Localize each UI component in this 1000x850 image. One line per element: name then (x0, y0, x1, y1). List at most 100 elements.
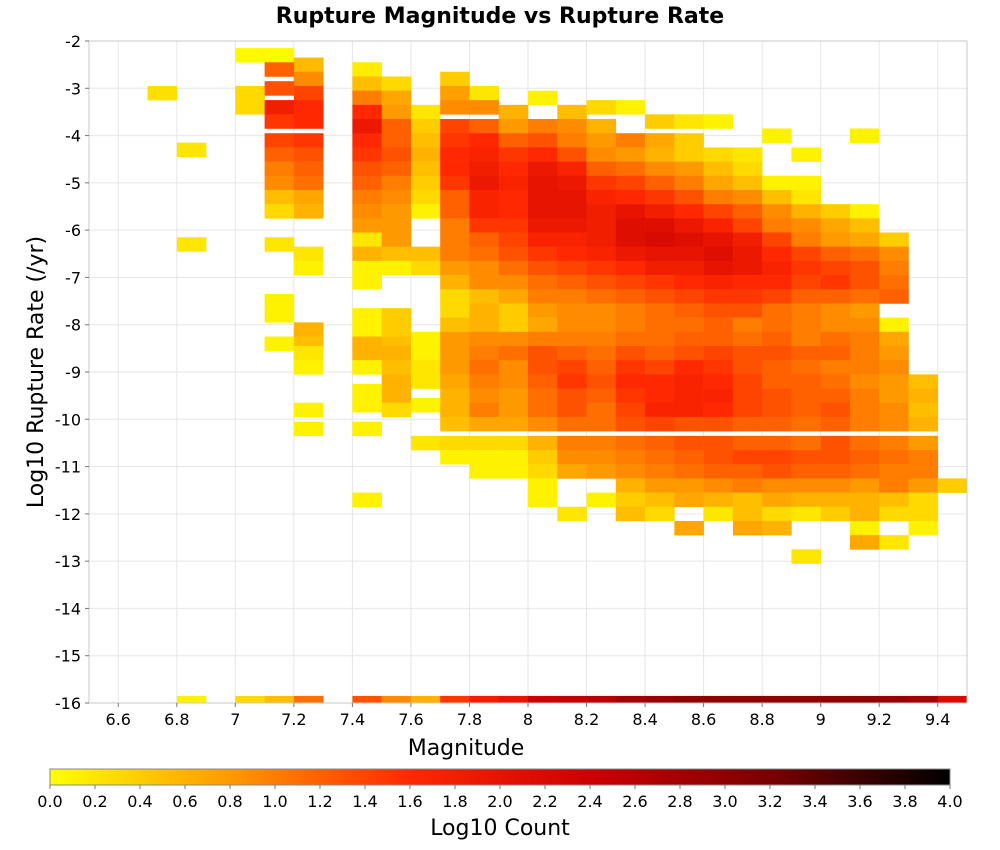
heatmap-cell (528, 90, 558, 106)
heatmap-cell (469, 345, 500, 361)
heatmap-cell (469, 218, 500, 233)
heatmap-cell (381, 175, 412, 191)
heatmap-cell (879, 374, 909, 389)
heatmap-cell (908, 388, 939, 404)
heatmap-cell (703, 360, 734, 375)
heatmap-cell (381, 322, 412, 337)
heatmap-cell (528, 260, 558, 276)
heatmap-cell (352, 62, 382, 77)
heatmap-cell (762, 416, 792, 432)
x-axis-ticks: 6.6 6.8 7 7.2 7.4 7.6 7.8 8 8.2 8.4 8.6 8.8 9 9.2 9.4 (106, 703, 950, 729)
heatmap-cell (762, 128, 792, 143)
heatmap-cell (586, 450, 617, 465)
heatmap-cell (381, 161, 412, 177)
heatmap-cell (703, 374, 734, 389)
heatmap-cell (469, 260, 500, 276)
heatmap-cell (879, 360, 909, 375)
heatmap-cell (908, 492, 939, 508)
colorbar-tick-label: 2.0 (487, 792, 512, 811)
heatmap-cell (645, 695, 675, 703)
heatmap-cell (410, 695, 441, 703)
heatmap-cell (879, 435, 909, 451)
heatmap-cell (791, 478, 821, 493)
heatmap-cell (469, 246, 500, 262)
heatmap-cell (410, 119, 441, 134)
heatmap-cell (615, 374, 646, 389)
heatmap-cell (410, 398, 441, 413)
heatmap-cell (703, 435, 734, 451)
heatmap-cell (586, 374, 617, 389)
heatmap-cell (586, 119, 617, 134)
heatmap-cell (762, 218, 792, 233)
heatmap-cell (176, 695, 207, 703)
heatmap-cell (293, 133, 324, 148)
heatmap-cell (791, 303, 821, 318)
heatmap-cell (615, 246, 646, 262)
heatmap-cell (615, 204, 646, 219)
heatmap-cell (703, 189, 734, 205)
heatmap-cell (791, 549, 821, 564)
heatmap-cell (849, 478, 880, 493)
heatmap-cell (498, 147, 529, 162)
heatmap-cell (703, 246, 734, 262)
y-axis-ticks: -2 -3 -4 -5 -6 -7 -8 -9 -10 -11 -12 -13 -14 -15 -16 (55, 32, 89, 713)
heatmap-cell (469, 204, 500, 219)
heatmap-cell (586, 100, 617, 115)
heatmap-cell (791, 289, 821, 304)
heatmap-cell (586, 175, 617, 191)
heatmap-cell (498, 374, 529, 389)
heatmap-cell (498, 450, 529, 465)
heatmap-cell (440, 161, 470, 177)
heatmap-cell (352, 119, 382, 134)
heatmap-cell (703, 416, 734, 432)
heatmap-cell (849, 218, 880, 233)
heatmap-cell (498, 317, 529, 333)
heatmap-cell (820, 374, 851, 389)
heatmap-cell (381, 360, 412, 375)
heatmap-cell (674, 360, 704, 375)
heatmap-cell (615, 416, 646, 432)
heatmap-cell (264, 175, 295, 191)
heatmap-cell (440, 345, 470, 361)
heatmap-cell (703, 175, 734, 191)
heatmap-cell (235, 100, 265, 115)
heatmap-cell (703, 478, 734, 493)
heatmap-cell (615, 161, 646, 177)
heatmap-cell (352, 232, 382, 247)
heatmap-cell (293, 695, 324, 703)
heatmap-cell (879, 506, 909, 522)
heatmap-cell (879, 289, 909, 304)
heatmap-cell (440, 204, 470, 219)
heatmap-cell (557, 175, 587, 191)
x-tick-label: 9.2 (866, 710, 891, 729)
heatmap-cell (849, 374, 880, 389)
heatmap-cell (820, 275, 851, 290)
heatmap-cell (381, 308, 412, 323)
heatmap-cell (557, 506, 587, 522)
heatmap-cell (293, 360, 324, 375)
heatmap-cell (820, 289, 851, 304)
heatmap-cell (674, 345, 704, 361)
heatmap-cell (352, 695, 382, 703)
heatmap-cell (586, 402, 617, 418)
heatmap-cell (645, 246, 675, 262)
heatmap-cell (498, 246, 529, 262)
heatmap-cell (879, 402, 909, 418)
heatmap-cell (732, 289, 763, 304)
heatmap-cell (674, 492, 704, 508)
heatmap-cell (557, 104, 587, 120)
heatmap-cell (879, 345, 909, 361)
heatmap-cell (791, 464, 821, 479)
heatmap-cell (440, 360, 470, 375)
heatmap-cell (264, 293, 295, 309)
heatmap-cell (674, 450, 704, 465)
heatmap-cell (908, 435, 939, 451)
x-tick-label: 7 (230, 710, 240, 729)
heatmap-cell (528, 275, 558, 290)
heatmap-cell (264, 308, 295, 323)
heatmap-cell (908, 520, 939, 536)
colorbar-tick-label: 3.8 (892, 792, 917, 811)
heatmap-cell (381, 345, 412, 361)
heatmap-cell (264, 62, 295, 77)
heatmap-cell (615, 175, 646, 191)
